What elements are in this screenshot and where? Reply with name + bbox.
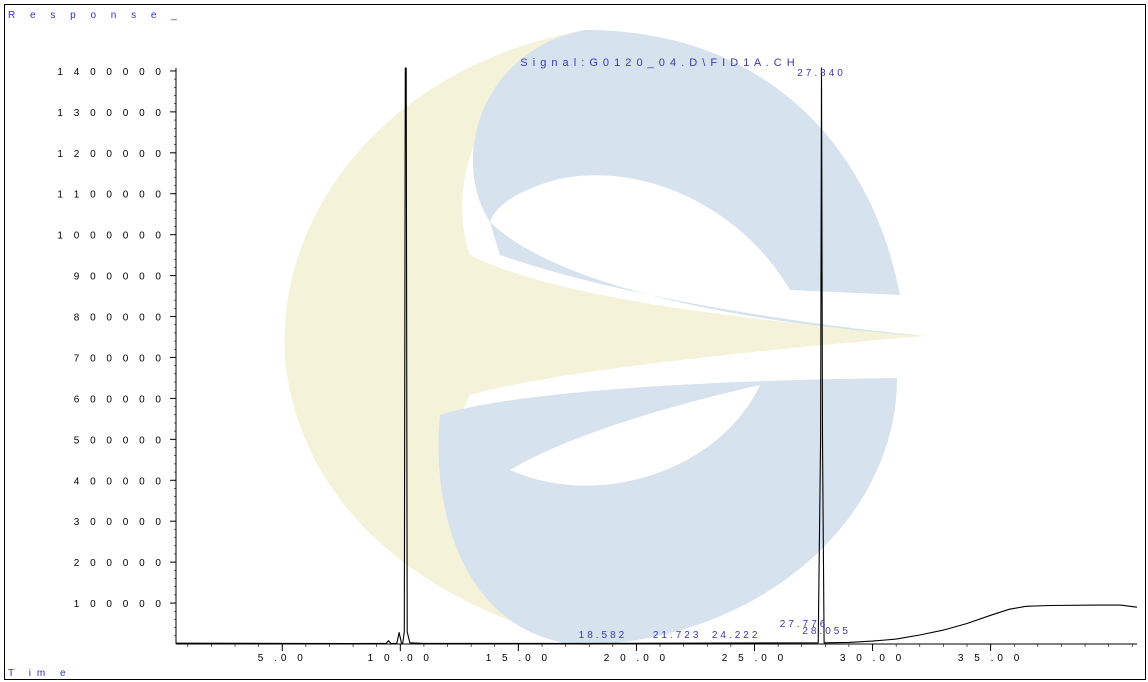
trace-layer xyxy=(175,67,1138,645)
signal-title: S i g n a l : G 0 1 2 0 _ 0 4 . D \ F I … xyxy=(520,57,795,69)
y-tick-label: 7 0 0 0 0 0 xyxy=(74,353,165,364)
y-tick-label: 1 2 0 0 0 0 0 xyxy=(57,149,165,160)
y-tick-label: 1 0 0 0 0 0 xyxy=(74,599,165,610)
y-tick-label: 8 0 0 0 0 0 xyxy=(74,313,165,324)
y-tick-label: 3 0 0 0 0 0 xyxy=(74,517,165,528)
y-tick-label: 1 4 0 0 0 0 0 xyxy=(57,67,165,78)
y-axis-title: R e s p o n s e _ xyxy=(8,10,183,21)
y-tick-label: 5 0 0 0 0 0 xyxy=(74,435,165,446)
y-tick-label: 9 0 0 0 0 0 xyxy=(74,272,165,283)
y-tick-label: 6 0 0 0 0 0 xyxy=(74,394,165,405)
peak-label: 24.222 xyxy=(712,630,761,641)
peak-label: 18.582 xyxy=(579,630,628,641)
peak-label: 27.840 xyxy=(797,68,846,79)
peak-label: 27.776 xyxy=(780,619,829,630)
signal-trace xyxy=(175,67,1138,645)
x-axis-title: T im e xyxy=(8,668,72,679)
x-tick-label: 1 0 .0 0 xyxy=(368,653,433,664)
peak-label: 21.723 xyxy=(653,630,702,641)
chart-frame xyxy=(4,4,1146,680)
x-tick-label: 2 0 .0 0 xyxy=(604,653,669,664)
x-tick-label: 1 5 .0 0 xyxy=(486,653,551,664)
y-tick-label: 1 0 0 0 0 0 0 xyxy=(57,231,165,242)
watermark-blue-lower xyxy=(438,378,897,645)
watermark-blue-upper xyxy=(472,30,900,295)
watermark-white-slot xyxy=(510,385,760,486)
labels-layer: S i g n a l : G 0 1 2 0 _ 0 4 . D \ F I … xyxy=(520,57,851,641)
y-tick-label: 4 0 0 0 0 0 xyxy=(74,476,165,487)
watermark-logo xyxy=(284,30,925,645)
y-tick-label: 2 0 0 0 0 0 xyxy=(74,558,165,569)
x-tick-label: 3 0 .0 0 xyxy=(840,653,905,664)
peak-label: 28.055 xyxy=(802,626,851,637)
x-tick-label: 2 5 .0 0 xyxy=(722,653,787,664)
y-tick-label: 1 3 0 0 0 0 0 xyxy=(57,108,165,119)
y-tick-label: 1 1 0 0 0 0 0 xyxy=(57,190,165,201)
x-tick-label: 3 5 .0 0 xyxy=(958,653,1023,664)
axes: 1 0 0 0 0 0 2 0 0 0 0 0 3 0 0 0 0 0 4 0 0 0… xyxy=(57,67,1137,664)
x-tick-label: 5 .0 0 xyxy=(258,653,307,664)
